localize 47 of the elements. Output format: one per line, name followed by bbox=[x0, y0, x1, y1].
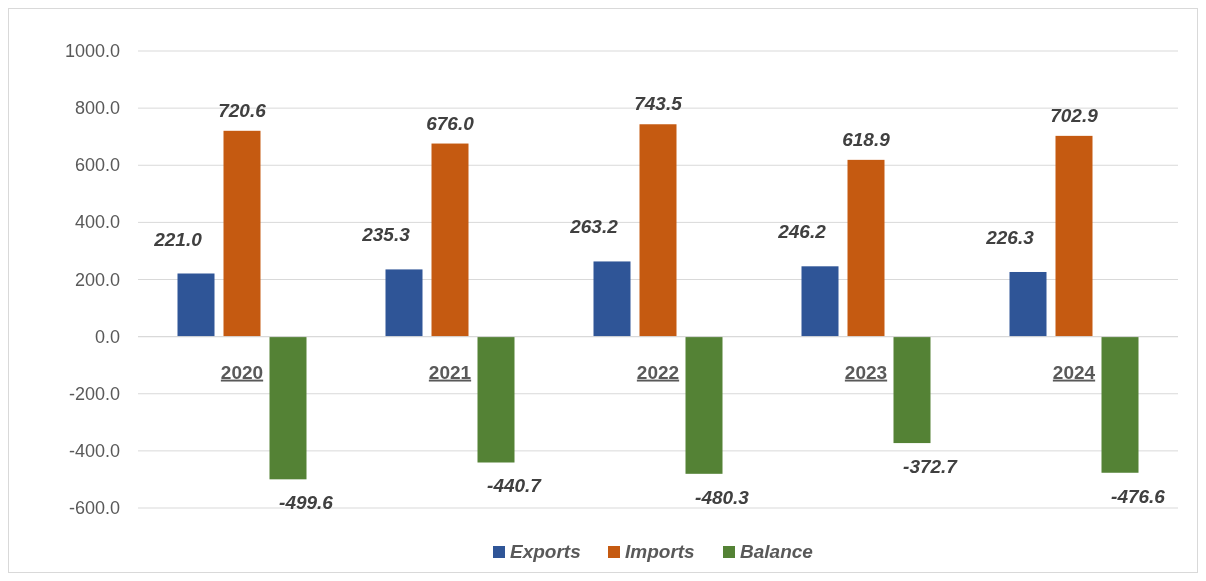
bar bbox=[477, 336, 515, 463]
y-tick-label: 800.0 bbox=[74, 98, 120, 119]
data-label: 226.3 bbox=[985, 226, 1035, 248]
y-tick-label: 400.0 bbox=[74, 212, 120, 233]
legend-label: Exports bbox=[510, 541, 581, 562]
data-label: 221.0 bbox=[153, 228, 203, 250]
bar bbox=[431, 143, 469, 337]
bar bbox=[639, 124, 677, 337]
data-label: 743.5 bbox=[634, 93, 683, 115]
data-label: 676.0 bbox=[426, 112, 475, 134]
y-tick-label: -200.0 bbox=[68, 383, 120, 404]
legend-label: Balance bbox=[740, 541, 814, 562]
bar bbox=[269, 336, 307, 480]
y-tick-label: 1000.0 bbox=[64, 41, 120, 61]
x-tick-label: 2020 bbox=[220, 361, 264, 383]
data-label: 720.6 bbox=[218, 99, 267, 121]
y-tick-label: 200.0 bbox=[74, 269, 120, 290]
x-tick-label: 2024 bbox=[1052, 361, 1096, 383]
bar bbox=[1101, 336, 1139, 473]
bar bbox=[685, 336, 723, 474]
bar bbox=[593, 261, 631, 337]
y-tick-label: -400.0 bbox=[68, 440, 120, 461]
legend-label: Imports bbox=[625, 541, 695, 562]
data-label: -440.7 bbox=[487, 475, 543, 497]
data-label: -476.6 bbox=[1111, 485, 1166, 507]
bar bbox=[1055, 135, 1093, 337]
x-tick-label: 2021 bbox=[428, 361, 472, 383]
bar bbox=[385, 269, 423, 337]
bar bbox=[177, 273, 215, 337]
x-tick-label: 2022 bbox=[636, 361, 680, 383]
data-label: 702.9 bbox=[1050, 104, 1099, 126]
y-tick-label: -600.0 bbox=[68, 498, 120, 518]
data-label: -480.3 bbox=[695, 486, 750, 508]
x-tick-label: 2023 bbox=[844, 361, 888, 383]
y-tick-label: 0.0 bbox=[94, 326, 120, 347]
data-label: 246.2 bbox=[777, 221, 827, 243]
data-label: 263.2 bbox=[569, 216, 619, 238]
data-label: -499.6 bbox=[279, 492, 334, 514]
bar bbox=[1009, 271, 1047, 337]
bar bbox=[801, 266, 839, 337]
y-tick-label: 600.0 bbox=[74, 155, 120, 176]
bar bbox=[847, 159, 885, 337]
bar bbox=[223, 130, 261, 337]
bar bbox=[893, 336, 931, 444]
data-label: 618.9 bbox=[842, 128, 891, 150]
data-label: -372.7 bbox=[903, 456, 959, 478]
data-label: 235.3 bbox=[361, 224, 411, 246]
